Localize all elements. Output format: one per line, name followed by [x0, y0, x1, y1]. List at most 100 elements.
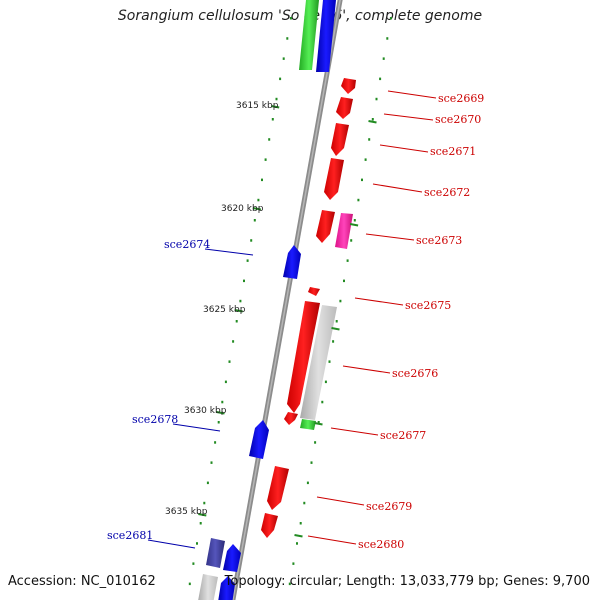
- right-scale-dot: [303, 501, 306, 505]
- right-scale-dot: [317, 421, 320, 424]
- right-scale-dot: [346, 259, 349, 262]
- gene-sce2675: [308, 287, 320, 296]
- right-scale-dot: [368, 138, 371, 141]
- label-sce2671[interactable]: sce2671: [430, 145, 476, 158]
- left-scale-dot: [217, 421, 220, 424]
- major-tick-0: [271, 105, 280, 109]
- label-sce2680[interactable]: sce2680: [358, 538, 404, 551]
- left-scale-dot: [199, 522, 202, 525]
- label-sce2675[interactable]: sce2675: [405, 299, 451, 312]
- left-scale-dot: [257, 198, 260, 202]
- left-scale-dot: [214, 441, 217, 444]
- gene-sce2677: [284, 412, 298, 425]
- right-scale-dot: [389, 17, 392, 20]
- gene-sce2678: [249, 420, 269, 459]
- rna-feature-top: [299, 0, 319, 70]
- rna-sce2677: [300, 419, 316, 430]
- gene-sce2673: [316, 210, 335, 243]
- gene-sce2672: [324, 158, 344, 200]
- label-sce2676[interactable]: sce2676: [392, 367, 438, 380]
- leader-sce2673: [365, 233, 415, 241]
- topology-text: Topology: circular; Length: 13,033,779 b…: [224, 574, 590, 589]
- left-scale-dot: [289, 17, 292, 20]
- gene-sce2669: [341, 78, 356, 94]
- label-sce2672[interactable]: sce2672: [424, 186, 470, 199]
- gene-sce2670: [336, 97, 353, 119]
- label-sce2669[interactable]: sce2669: [438, 92, 484, 105]
- right-scale-dot: [288, 582, 291, 586]
- right-scale-dot: [382, 57, 385, 60]
- left-scale-dot: [188, 582, 191, 586]
- right-scale-dot: [343, 279, 345, 283]
- leader-sce2677: [330, 427, 379, 436]
- scale-label-3635: 3635 kbp: [165, 507, 208, 517]
- gene-bottom-blue: [218, 576, 235, 600]
- label-sce2670[interactable]: sce2670: [435, 113, 481, 126]
- label-sce2678[interactable]: sce2678: [132, 413, 178, 426]
- right-gene-labels: sce2669 sce2670 sce2671 sce2672 sce2673 …: [307, 90, 484, 551]
- leader-sce2678: [172, 423, 221, 432]
- gene-sce2671: [331, 123, 349, 156]
- major-tick-4: [198, 513, 207, 517]
- right-scale-dot: [353, 219, 356, 222]
- right-scale-dot: [339, 299, 342, 303]
- label-sce2677[interactable]: sce2677: [380, 429, 426, 442]
- leader-sce2681: [147, 539, 196, 549]
- right-scale-dot: [299, 522, 302, 525]
- scale-labels: 3615 kbp 3620 kbp 3625 kbp 3630 kbp 3635…: [165, 101, 279, 517]
- scale-ticks: [188, 17, 392, 586]
- left-scale-dot: [253, 219, 256, 222]
- gene-sce2676: [287, 301, 320, 413]
- left-scale-dot: [261, 178, 263, 182]
- right-scale-dot: [332, 340, 335, 343]
- left-scale-dot: [203, 501, 206, 505]
- right-major-tick-0: [368, 120, 377, 124]
- right-scale-dot: [324, 380, 327, 384]
- leader-sce2674: [204, 248, 254, 256]
- major-tick-3: [216, 411, 225, 415]
- label-sce2674[interactable]: sce2674: [164, 238, 210, 251]
- left-scale-dot: [232, 340, 235, 343]
- left-scale-dot: [192, 562, 195, 565]
- right-scale-dot: [350, 239, 353, 242]
- leader-sce2675: [354, 297, 404, 306]
- left-scale-dot: [196, 542, 198, 545]
- leader-sce2680: [307, 535, 357, 545]
- label-sce2681[interactable]: sce2681: [107, 529, 153, 542]
- left-scale-dot: [282, 57, 285, 60]
- scale-label-3620: 3620 kbp: [221, 204, 264, 214]
- gene-sce2680: [261, 513, 278, 538]
- pseudogene-sce2676: [300, 305, 337, 420]
- right-scale-dot: [364, 158, 367, 161]
- reverse-gene-top: [316, 0, 336, 72]
- leader-sce2676: [342, 365, 391, 374]
- label-sce2673[interactable]: sce2673: [416, 234, 462, 247]
- left-scale-dot: [224, 380, 227, 384]
- right-scale-dot: [328, 360, 331, 363]
- gene-sce2679: [267, 466, 289, 510]
- right-scale-dot: [371, 118, 374, 121]
- left-scale-dot: [268, 138, 271, 141]
- gene-sce2681: [223, 544, 241, 572]
- genome-backbone-highlight: [232, 0, 341, 600]
- right-scale-dot: [335, 320, 338, 323]
- leader-sce2679: [316, 496, 365, 506]
- left-scale-dot: [235, 320, 238, 323]
- right-scale-dot: [321, 400, 324, 404]
- right-scale-dot: [386, 37, 389, 40]
- right-scale-dot: [310, 461, 313, 464]
- right-scale-dot: [296, 542, 298, 545]
- right-scale-dot: [357, 198, 360, 202]
- right-scale-dot: [314, 441, 317, 444]
- leader-sce2672: [372, 183, 423, 193]
- label-sce2679[interactable]: sce2679: [366, 500, 412, 513]
- right-scale-dot: [375, 97, 378, 101]
- pseudogene-bottom: [198, 574, 218, 600]
- right-scale-dot: [361, 178, 363, 182]
- left-scale-dot: [279, 77, 282, 81]
- right-major-tick-2: [331, 327, 340, 331]
- right-scale-dot: [306, 481, 309, 485]
- left-scale-dot: [210, 461, 213, 464]
- right-major-tick-4: [294, 534, 303, 538]
